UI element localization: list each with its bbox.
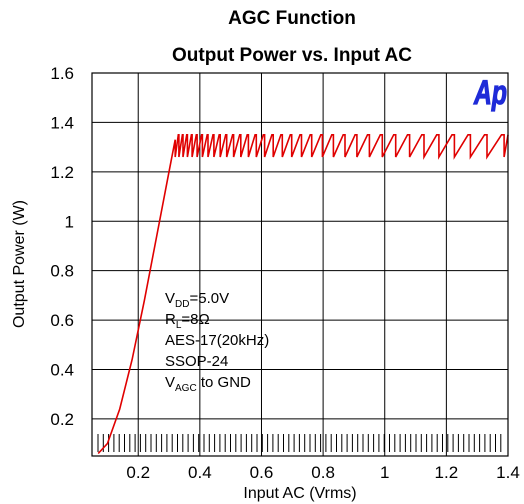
chart-title: AGC Function	[228, 8, 356, 29]
grid	[92, 73, 508, 456]
annotation-line: VDD=5.0V	[165, 290, 229, 310]
x-tick-label: 0.8	[311, 463, 335, 482]
ap-logo: Ap	[473, 74, 507, 112]
y-tick-label: 1	[65, 212, 74, 231]
x-tick-label: 0.2	[126, 463, 150, 482]
x-tick-label: 0.6	[250, 463, 274, 482]
y-tick-label: 1.6	[50, 64, 74, 83]
x-tick-label: 1.2	[435, 463, 459, 482]
y-tick-label: 0.2	[50, 410, 74, 429]
y-axis-label: Output Power (W)	[11, 200, 28, 328]
baseline-tick-marks	[97, 434, 502, 452]
x-axis-label: Input AC (Vrms)	[243, 485, 356, 502]
series-line	[97, 134, 509, 455]
baseline-ticks	[97, 434, 502, 452]
y-tick-label: 0.4	[50, 361, 74, 380]
y-tick-label: 1.2	[50, 163, 74, 182]
x-tick-labels: 0.2 0.4 0.6 0.8 1 1.2 1.4	[126, 463, 519, 482]
y-tick-label: 0.8	[50, 262, 74, 281]
annotation-line: RL=8Ω	[165, 311, 210, 331]
x-tick-label: 1	[380, 463, 389, 482]
y-tick-label: 1.4	[50, 113, 74, 132]
plot-frame	[91, 72, 509, 457]
x-tick-label: 0.4	[188, 463, 212, 482]
annotation-line: VAGC to GND	[165, 374, 251, 394]
annotation-line: SSOP-24	[165, 353, 228, 370]
y-tick-labels: 0.2 0.4 0.6 0.8 1 1.2 1.4 1.6	[50, 64, 74, 429]
x-tick-label: 1.4	[496, 463, 520, 482]
annotation-line: AES-17(20kHz)	[165, 332, 269, 349]
y-tick-label: 0.6	[50, 311, 74, 330]
chart-subtitle: Output Power vs. Input AC	[172, 45, 412, 66]
plot-area	[92, 73, 508, 456]
